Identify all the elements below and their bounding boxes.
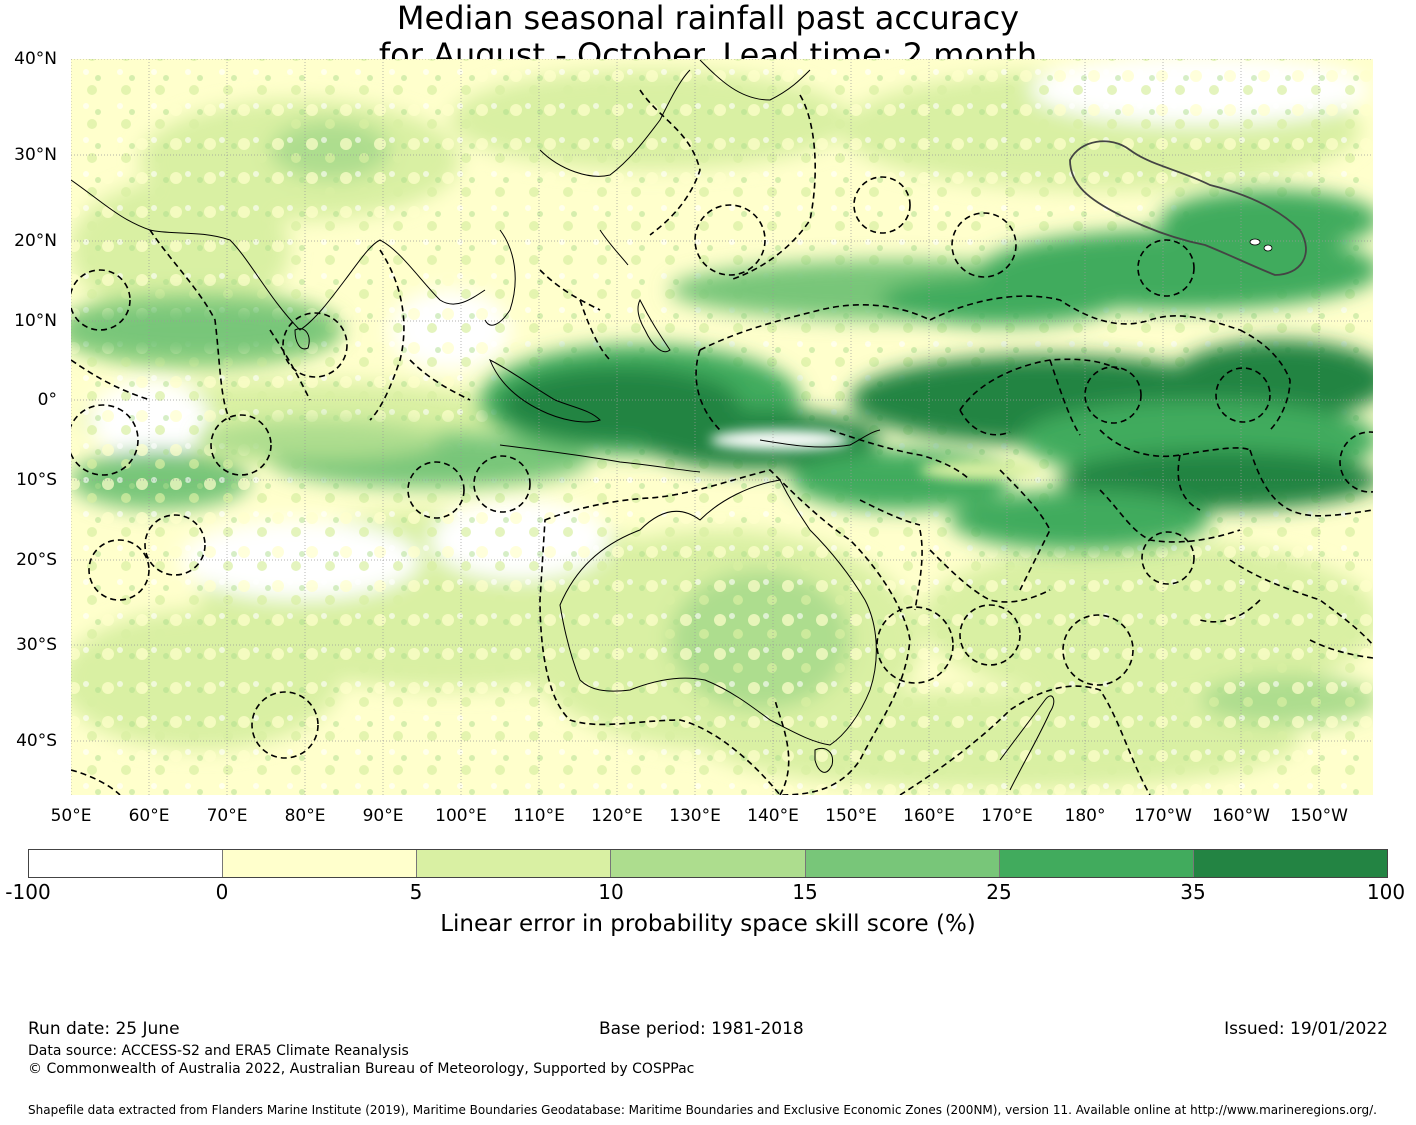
colorbar-segment bbox=[999, 850, 1194, 877]
issued-date: Issued: 19/01/2022 bbox=[1224, 1019, 1388, 1039]
coastlines bbox=[71, 59, 1055, 791]
colorbar-tick-label: 0 bbox=[215, 880, 229, 904]
graticule bbox=[71, 59, 1373, 795]
colorbar-tick-label: -100 bbox=[5, 880, 51, 904]
lat-label-20n: 20°N bbox=[14, 231, 57, 251]
colorbar bbox=[28, 849, 1388, 878]
lon-label-60e: 60°E bbox=[128, 806, 170, 826]
skill-score-map bbox=[71, 59, 1373, 795]
lon-label-120e: 120°E bbox=[591, 806, 643, 826]
colorbar-segment bbox=[223, 850, 418, 877]
lon-label-160w: 160°W bbox=[1212, 806, 1270, 826]
lat-label-30s: 30°S bbox=[16, 635, 57, 655]
lon-label-90e: 90°E bbox=[362, 806, 404, 826]
colorbar-tick-label: 10 bbox=[598, 880, 624, 904]
colorbar-segment bbox=[611, 850, 806, 877]
data-source: Data source: ACCESS-S2 and ERA5 Climate … bbox=[28, 1043, 409, 1059]
lon-label-100e: 100°E bbox=[435, 806, 487, 826]
lon-label-150w: 150°W bbox=[1290, 806, 1348, 826]
lon-label-50e: 50°E bbox=[50, 806, 92, 826]
lon-label-170e: 170°E bbox=[981, 806, 1033, 826]
colorbar-label: Linear error in probability space skill … bbox=[440, 911, 976, 937]
lon-label-110e: 110°E bbox=[513, 806, 565, 826]
skill-field bbox=[71, 59, 1373, 795]
base-period: Base period: 1981-2018 bbox=[599, 1019, 804, 1039]
colorbar-segment bbox=[805, 850, 1000, 877]
colorbar-tick-label: 35 bbox=[1180, 880, 1206, 904]
hawaii-islands bbox=[1249, 238, 1273, 252]
lon-label-150e: 150°E bbox=[825, 806, 877, 826]
eez-boundaries bbox=[71, 89, 1373, 795]
lon-label-130e: 130°E bbox=[669, 806, 721, 826]
colorbar-tick-label: 5 bbox=[409, 880, 423, 904]
lat-label-10n: 10°N bbox=[14, 311, 57, 331]
colorbar-segment bbox=[29, 850, 224, 877]
colorbar-tick-label: 100 bbox=[1366, 880, 1406, 904]
shapefile-credit: Shapefile data extracted from Flanders M… bbox=[28, 1103, 1377, 1117]
lon-label-140e: 140°E bbox=[747, 806, 799, 826]
colorbar-segment bbox=[1193, 850, 1387, 877]
lon-label-70e: 70°E bbox=[206, 806, 248, 826]
lat-label-20s: 20°S bbox=[16, 550, 57, 570]
eez-outline bbox=[1069, 140, 1307, 276]
lon-label-160e: 160°E bbox=[903, 806, 955, 826]
lat-label-10s: 10°S bbox=[16, 470, 57, 490]
lat-label-40n: 40°N bbox=[14, 49, 57, 69]
colorbar-tick-label: 15 bbox=[792, 880, 818, 904]
lat-label-0: 0° bbox=[37, 390, 57, 410]
run-date: Run date: 25 June bbox=[28, 1019, 180, 1039]
copyright: © Commonwealth of Australia 2022, Austra… bbox=[28, 1061, 695, 1077]
lon-label-80e: 80°E bbox=[284, 806, 326, 826]
lon-label-170w: 170°W bbox=[1134, 806, 1192, 826]
colorbar-tick-label: 25 bbox=[986, 880, 1012, 904]
lon-label-180: 180° bbox=[1064, 806, 1106, 826]
chart-title-line-1: Median seasonal rainfall past accuracy bbox=[396, 0, 1020, 37]
lat-label-40s: 40°S bbox=[16, 731, 57, 751]
lat-label-30n: 30°N bbox=[14, 145, 57, 165]
colorbar-segment bbox=[417, 850, 612, 877]
